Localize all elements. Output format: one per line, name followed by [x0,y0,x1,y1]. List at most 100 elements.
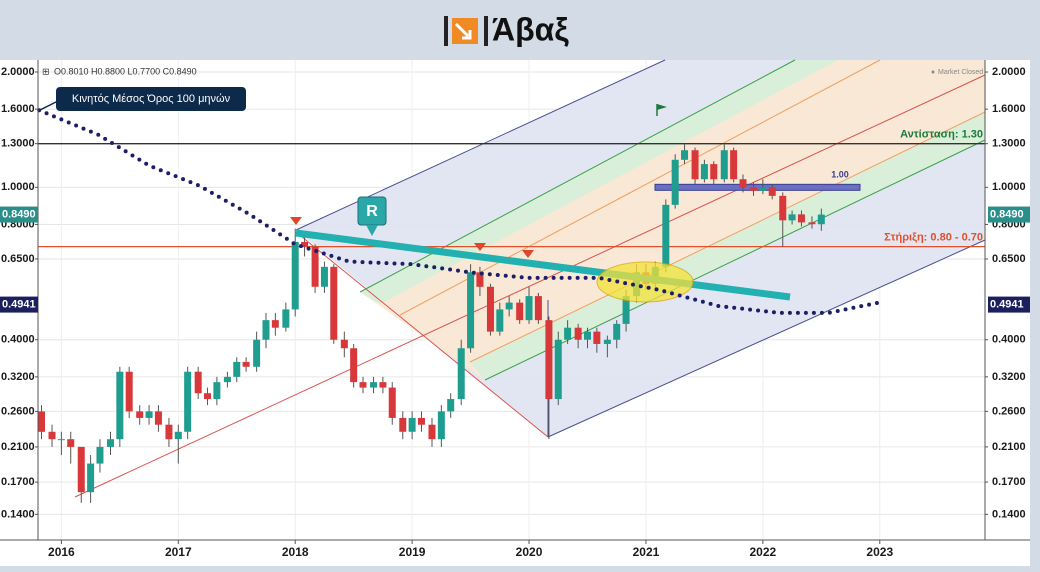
candle-body [48,431,56,440]
annotations [290,104,791,303]
candle-body [516,302,524,321]
moving-average-line [37,108,881,315]
pattern-label: R [366,203,378,220]
candle-body [311,246,319,287]
candle-body [691,150,699,180]
candle-body [603,339,611,344]
ma-label: Κινητός Μέσος Όρος 100 μηνών [72,93,231,105]
status-dot [931,70,935,74]
candle-body [116,371,124,440]
y-tick-label: 0.6500 [1,253,35,265]
y-tick-label: 1.3000 [992,138,1026,150]
candle-body [359,382,367,388]
status: Market Closed [938,69,983,76]
candle-body [476,272,484,287]
candle-body [67,439,75,447]
candle-body [593,331,601,344]
candle-body [662,204,670,267]
candle-body [145,411,153,418]
candle-body [496,309,504,332]
candle-body [125,371,133,412]
highlight-ellipse [596,261,694,303]
candle-body [96,446,104,464]
candle-body [457,348,465,400]
candle-body [808,222,816,225]
candle-body [534,296,542,321]
y-tick-label: 0.1400 [1,508,35,520]
peak-marker [474,243,486,251]
x-tick-label: 2019 [399,545,426,559]
y-tick-label: 0.6500 [992,253,1026,265]
y-tick-label: 0.1700 [992,476,1026,488]
logo-text: Άβαξ [492,11,569,47]
candle-body [204,393,212,400]
candle-body [779,195,787,221]
candle-body [399,417,407,432]
y-tick-label: 0.3200 [992,371,1026,383]
candle-body [184,371,192,432]
flag [657,104,667,110]
candle-body [271,320,279,328]
marker-level-label: 1.00 [831,170,849,180]
candle-body [350,348,358,383]
candle-body [136,411,144,418]
candle-body [282,309,290,328]
candle-body [730,150,738,180]
candle-body [681,150,689,160]
candle-body [759,187,767,191]
logo: Άβαξ [444,11,569,47]
channel-band [470,112,985,380]
candle-body [330,266,338,340]
candle-body [242,361,250,367]
candle-body [370,382,378,388]
y-tick-label: 0.2600 [1,405,35,417]
moving-average [37,108,881,315]
candle-body [720,150,728,180]
candle-body [817,214,825,225]
levels: Αντίσταση: 1.30 Στήριξη: 0.80 - 0.70 1.00 [38,129,985,248]
x-tick-label: 2021 [633,545,660,559]
level-label: Αντίσταση: 1.30 [900,129,983,141]
marker-level [654,183,861,191]
candle-body [437,411,445,440]
y-tick-label: 1.3000 [1,138,35,150]
candle-body [671,159,679,205]
x-tick-label: 2018 [282,545,309,559]
axes: 2.0000 2.0000 1.6000 1.6000 1.3000 1.3000 1.00… [0,60,1030,559]
channel-line [469,111,986,363]
logo-bar [484,16,488,46]
candle-body [613,323,621,340]
price-tag-label: 0.4941 [990,299,1024,311]
candle-body [505,302,513,310]
candle-body [768,187,776,196]
candle-body [340,339,348,349]
candle-body [486,286,494,332]
candle-body [291,241,299,310]
logo-bar [444,16,448,46]
pattern-pointer [366,225,378,236]
price-tag [988,206,1030,223]
y-tick-label: 0.1400 [992,508,1026,520]
candle-body [554,339,562,400]
candle-body [165,424,173,440]
candle-body [320,266,328,287]
candle-body [545,320,553,400]
price-tag [988,296,1030,313]
price-tag-label: 0.8490 [2,208,36,220]
y-tick-label: 1.0000 [1,181,35,193]
candle-body [788,214,796,221]
x-tick-label: 2023 [866,545,893,559]
candle-body [213,382,221,400]
candle-body [301,241,309,247]
trend-band [295,229,791,301]
candle-body [223,376,231,383]
candle-body [428,424,436,440]
x-tick-label: 2017 [165,545,192,559]
candle-body [388,387,396,418]
y-tick-label: 0.2100 [1,441,35,453]
y-tick-label: 2.0000 [1,66,35,78]
channel-line [547,239,986,438]
candle-body [525,296,533,321]
